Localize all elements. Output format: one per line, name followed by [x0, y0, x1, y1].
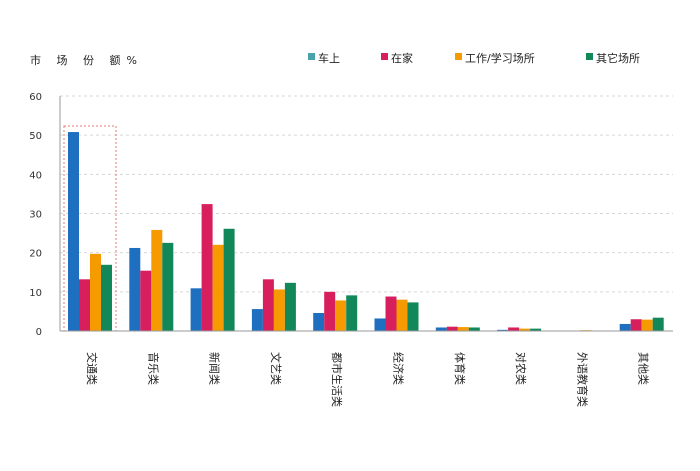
- category-label: 交通类: [85, 352, 99, 385]
- bar-4-8: [530, 328, 542, 331]
- bar-1-3: [190, 288, 202, 331]
- bar-1-4: [251, 309, 263, 331]
- legend-label: 车上: [318, 51, 340, 65]
- y-tick-label: 40: [29, 170, 42, 181]
- category-label: 文艺类: [269, 352, 283, 385]
- bar-1-10: [619, 323, 631, 331]
- bar-1-2: [129, 247, 141, 331]
- category-label: 其他类: [637, 352, 651, 385]
- bar-4-5: [346, 295, 358, 331]
- bar-4-1: [101, 264, 112, 331]
- y-tick-label: 60: [29, 92, 42, 103]
- legend-swatch: [586, 53, 593, 60]
- bar-2-6: [385, 296, 397, 331]
- bar-3-10: [641, 319, 653, 331]
- bar-1-8: [497, 329, 509, 331]
- y-tick-label: 10: [29, 288, 42, 299]
- legend: 车上 在家 工作/学习场所 其它场所: [308, 51, 640, 65]
- category-labels: 交通类 音乐类 新闻类 文艺类 都市生活类 经济类 体育类 对农类 外语教育类 其他类: [85, 352, 651, 407]
- legend-swatch: [381, 53, 388, 60]
- bars: [68, 132, 664, 331]
- legend-swatch: [308, 53, 315, 60]
- y-tick-label: 0: [36, 327, 42, 338]
- legend-label: 工作/学习场所: [465, 51, 535, 65]
- bar-2-10: [630, 319, 642, 331]
- bar-4-7: [468, 327, 480, 331]
- y-tick-labels: 0 10 20 30 40 50 60: [29, 92, 42, 338]
- bar-2-3: [201, 204, 213, 331]
- bar-4-6: [407, 302, 419, 331]
- category-label: 对农类: [514, 352, 528, 385]
- category-label: 经济类: [392, 352, 406, 385]
- legend-swatch: [455, 53, 462, 60]
- bar-3-6: [396, 299, 408, 331]
- category-label: 外语教育类: [575, 352, 589, 407]
- bar-1-6: [374, 318, 386, 331]
- category-label: 都市生活类: [330, 352, 344, 407]
- legend-label: 其它场所: [596, 51, 640, 65]
- bar-4-2: [162, 242, 174, 331]
- bar-2-1: [79, 279, 90, 331]
- bar-2-4: [262, 279, 274, 331]
- bar-3-4: [273, 289, 285, 331]
- bar-2-2: [140, 270, 152, 331]
- y-tick-label: 20: [29, 249, 42, 260]
- y-tick-label: 50: [29, 131, 42, 142]
- bar-3-3: [212, 244, 224, 331]
- bar-3-1: [90, 253, 101, 331]
- category-label: 音乐类: [146, 352, 160, 385]
- bar-4-10: [652, 317, 664, 331]
- bar-1-1: [68, 132, 79, 331]
- bar-3-5: [335, 300, 347, 331]
- category-label: 体育类: [453, 352, 467, 385]
- bar-3-2: [151, 229, 163, 331]
- bar-3-7: [457, 327, 469, 331]
- y-tick-label: 30: [29, 210, 42, 221]
- annotation-layer: [63, 125, 117, 332]
- bar-2-7: [446, 326, 458, 331]
- bar-4-4: [284, 282, 296, 331]
- bar-1-7: [435, 327, 447, 331]
- legend-label: 在家: [391, 51, 413, 65]
- bar-1-5: [313, 312, 325, 331]
- bar-2-5: [324, 291, 336, 331]
- highlight-box: [63, 125, 117, 332]
- bar-3-8: [519, 328, 531, 331]
- bar-2-8: [508, 327, 520, 331]
- bar-4-3: [223, 228, 235, 331]
- category-label: 新闻类: [208, 352, 222, 385]
- y-axis-title: 市 场 份 额%: [30, 53, 143, 67]
